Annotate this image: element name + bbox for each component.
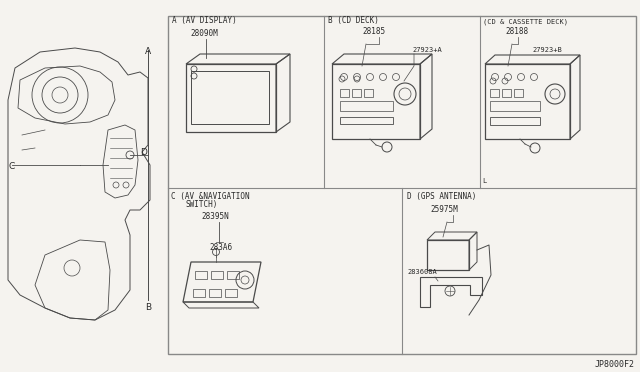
Bar <box>225 289 237 297</box>
Text: L: L <box>482 178 486 184</box>
Bar <box>514 89 523 97</box>
Text: 28090M: 28090M <box>190 29 218 38</box>
Bar <box>490 101 540 111</box>
Bar <box>209 289 221 297</box>
Bar <box>195 271 207 279</box>
Bar <box>340 117 393 124</box>
Bar <box>485 64 570 139</box>
Text: 28188: 28188 <box>505 27 528 36</box>
Bar <box>340 101 393 111</box>
Text: 283608A: 283608A <box>407 269 436 275</box>
Text: B (CD DECK): B (CD DECK) <box>328 16 379 25</box>
Text: D (GPS ANTENNA): D (GPS ANTENNA) <box>407 192 476 201</box>
Text: A: A <box>145 47 151 56</box>
Text: 27923+B: 27923+B <box>532 47 562 53</box>
Text: 25975M: 25975M <box>430 205 458 214</box>
Text: A (AV DISPLAY): A (AV DISPLAY) <box>172 16 237 25</box>
Bar <box>191 71 269 124</box>
Text: B: B <box>145 303 151 312</box>
Text: C: C <box>8 162 14 171</box>
Text: C (AV &NAVIGATION: C (AV &NAVIGATION <box>171 192 250 201</box>
Text: 28395N: 28395N <box>201 212 228 221</box>
Text: 28185: 28185 <box>362 27 385 36</box>
Bar <box>427 240 469 270</box>
Bar <box>168 16 636 354</box>
Text: 27923+A: 27923+A <box>412 47 442 53</box>
Text: (CD & CASSETTE DECK): (CD & CASSETTE DECK) <box>483 18 568 25</box>
Bar <box>364 89 373 97</box>
Bar <box>490 117 540 125</box>
Text: D: D <box>140 148 147 157</box>
Bar <box>211 271 223 279</box>
Bar <box>186 64 276 132</box>
Bar <box>332 64 420 139</box>
Bar <box>193 289 205 297</box>
Bar <box>502 89 511 97</box>
Bar <box>340 89 349 97</box>
Text: SWITCH): SWITCH) <box>185 200 218 209</box>
Text: 283A6: 283A6 <box>209 243 232 252</box>
Text: JP8000F2: JP8000F2 <box>595 360 635 369</box>
Bar <box>227 271 239 279</box>
Bar <box>352 89 361 97</box>
Bar <box>490 89 499 97</box>
